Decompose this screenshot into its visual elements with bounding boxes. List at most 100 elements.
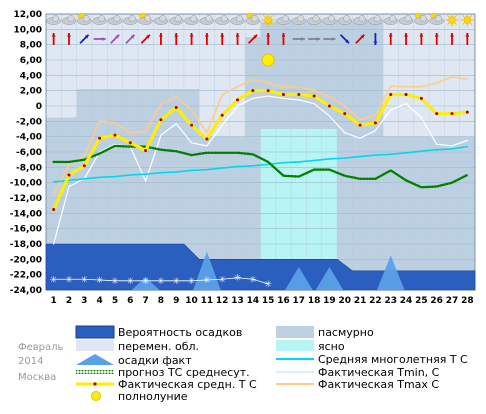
series-point-fact-mean	[190, 123, 194, 127]
series-point-fact-mean	[251, 89, 255, 93]
legend-label-yasno: ясно	[318, 340, 345, 353]
y-tick-label: -16,00	[10, 225, 42, 235]
snow-marker: ✳	[126, 277, 134, 287]
series-line-normal-mean	[52, 145, 469, 183]
cloud-puff	[435, 15, 443, 22]
wind-arrow-icon	[434, 33, 439, 45]
snow-marker: ✳	[234, 274, 242, 284]
x-tick-label: 1	[51, 296, 57, 306]
cloud-icon	[61, 15, 77, 25]
precipitation-layer: ✳ ✳ ✳ ✳ ✳ ✳ ✳ ✳ ✳ ✳ ✳ ✳ ✳ ✳ ✳	[45, 243, 476, 291]
wind-arrow-head	[220, 33, 225, 37]
wind-arrow-head	[331, 37, 336, 41]
cloud-band-pasmurno	[245, 37, 261, 290]
x-tick-label: 23	[384, 296, 397, 306]
sun-ray	[263, 15, 266, 18]
x-tick-label: 11	[201, 296, 214, 306]
x-tick-label: 9	[173, 296, 179, 306]
wind-arrow-icon	[220, 33, 225, 45]
wind-arrow-icon	[93, 37, 106, 41]
weather-icons-layer	[46, 12, 474, 27]
snow-marker: ✳	[111, 277, 119, 287]
x-tick-label: 4	[96, 296, 102, 306]
legend-label-normal-mean: Средняя многолетняя Т С	[318, 353, 468, 366]
wind-arrow-icon	[189, 33, 194, 45]
x-tick-label: 17	[293, 296, 306, 306]
snow-marker: ✳	[218, 275, 226, 285]
wind-arrow-icon	[419, 33, 424, 45]
x-tick-label: 18	[308, 296, 321, 306]
series-point-fact-mean	[358, 123, 362, 127]
full-moon-marker	[261, 53, 275, 67]
y-tick-label: -2,00	[16, 117, 42, 127]
y-tick-label: 12,00	[14, 10, 42, 20]
wind-arrow-icon	[281, 33, 286, 45]
sun-icon	[445, 13, 459, 27]
wind-arrow-head	[434, 33, 439, 37]
wind-arrow-icon	[79, 34, 90, 44]
cloud-puff	[297, 15, 305, 22]
x-tick-label: 8	[158, 296, 164, 306]
snow-marker: ✳	[203, 276, 211, 286]
cloud-puff	[327, 15, 335, 22]
cloud-icon	[337, 15, 353, 25]
wind-arrow-head	[174, 33, 179, 37]
wind-arrow-icon	[355, 34, 365, 44]
wind-arrow-head	[189, 33, 194, 37]
wind-arrow-head	[115, 34, 120, 39]
legend-swatch-precip-fact	[76, 354, 114, 365]
wind-arrow-head	[51, 33, 56, 37]
cloud-puff	[190, 15, 198, 22]
series-point-fact-mean	[82, 164, 86, 168]
wind-arrows-layer	[51, 33, 470, 45]
series-point-fact-mean	[159, 118, 163, 122]
precip-fact-peak	[131, 276, 160, 290]
series-point-fact-mean	[419, 96, 423, 100]
snow-marker: ✳	[50, 275, 58, 285]
cloud-icon	[214, 15, 230, 25]
sun-icon	[261, 13, 275, 27]
series-point-fact-mean	[435, 112, 439, 116]
y-tick-label: -24,00	[10, 286, 42, 296]
cloud-puff	[251, 15, 259, 22]
wind-arrow-head	[235, 33, 240, 37]
series-point-fact-mean	[98, 136, 102, 140]
x-tick-label: 16	[277, 296, 290, 306]
cloud-sun-icon	[245, 12, 261, 25]
series-point-fact-mean	[236, 98, 240, 102]
y-tick-label: -14,00	[10, 209, 42, 219]
wind-arrow-icon	[388, 33, 393, 45]
wind-arrow-icon	[67, 33, 71, 45]
cloud-puff	[144, 15, 152, 22]
cloud-puff	[358, 15, 366, 22]
y-tick-label: -10,00	[10, 179, 42, 189]
cloud-puff	[236, 15, 243, 22]
sun-ray	[469, 15, 473, 18]
cloud-icon	[153, 15, 169, 25]
cloud-puff	[128, 15, 136, 22]
series-line-forecast-mean	[52, 144, 469, 189]
wind-arrow-icon	[110, 34, 120, 44]
cloud-icon	[199, 15, 215, 25]
markers-layer	[261, 53, 275, 67]
wind-arrow-icon	[308, 37, 321, 41]
sun-ray	[462, 22, 465, 25]
wind-arrow-icon	[450, 33, 454, 45]
wind-arrow-head	[301, 37, 305, 41]
x-tick-label: 10	[185, 296, 198, 306]
sun-ray	[454, 22, 457, 25]
x-tick-label: 28	[461, 296, 474, 306]
series-point-fact-mean	[297, 93, 301, 96]
year-label: 2014	[18, 356, 43, 367]
cloud-puff	[312, 15, 320, 22]
cloud-puff	[174, 15, 182, 22]
y-tick-label: 2,00	[20, 87, 42, 97]
sun-disc	[463, 16, 472, 24]
x-tick-label: 22	[369, 296, 382, 306]
y-tick-label: -22,00	[10, 271, 42, 281]
legend-swatch-pasmurno	[276, 326, 314, 338]
legend-label-full-moon: полнолуние	[118, 390, 188, 403]
snow-marker: ✳	[172, 277, 180, 287]
sun-disc	[448, 16, 456, 24]
cloud-icon	[383, 15, 398, 25]
